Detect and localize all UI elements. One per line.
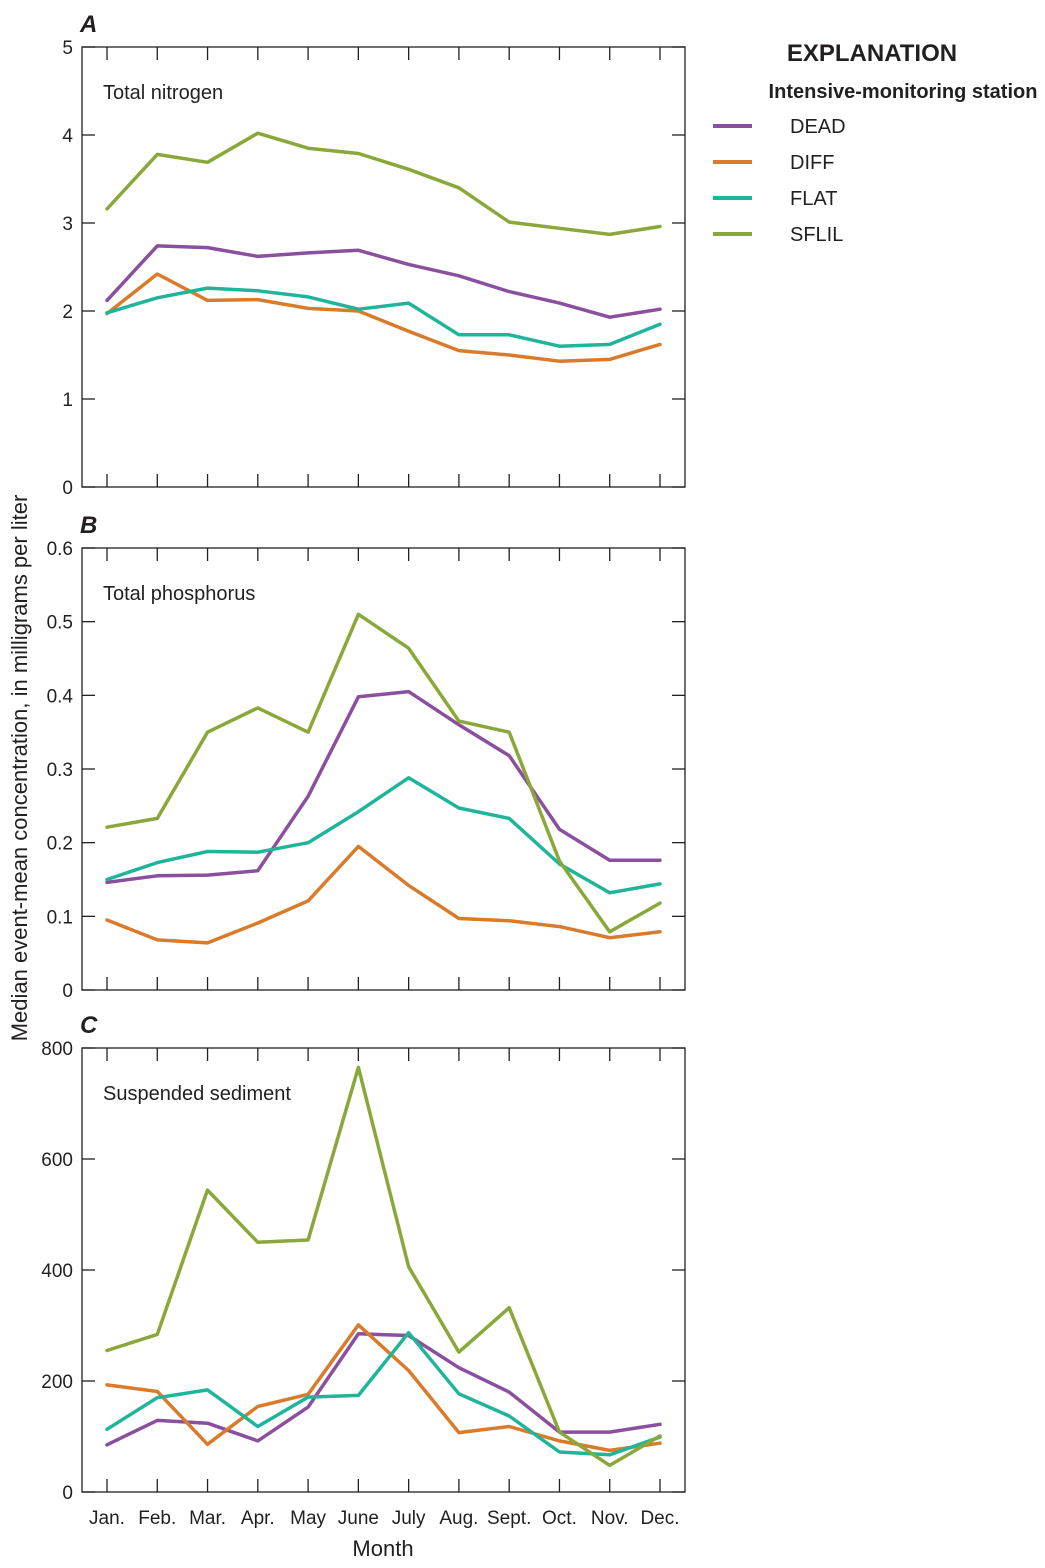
plot-frame [81,1047,686,1493]
x-tick-label: May [290,1508,326,1529]
y-tick-label: 400 [41,1261,73,1282]
series-line-flat [105,286,662,348]
series-line-dead [105,689,662,885]
series-line-dead [105,1332,662,1447]
x-tick-label: Sept. [487,1508,531,1529]
y-tick-label: 600 [41,1150,73,1171]
legend-label: SFLIL [790,224,843,246]
y-tick-label: 0.4 [47,686,74,707]
legend-label: DIFF [790,152,834,174]
legend-item-sflil: SFLIL [713,224,843,246]
plot-frame [81,547,686,991]
series-line-sflil [105,612,662,934]
x-axis-label: Month [352,1536,413,1561]
panel-b: 0 0.1 0.2 0.3 0.4 0.5 0.6 B Total phosphorus [47,512,686,1002]
x-tick-label: Aug. [439,1508,478,1529]
y-tick-label: 4 [62,126,73,147]
x-tick-label: Jan. [89,1508,125,1529]
y-tick-label: 1 [62,390,73,411]
x-tick-label: Mar. [189,1508,226,1529]
y-tick-label: 5 [62,38,73,59]
x-tick-label: Apr. [241,1508,275,1529]
legend-item-diff: DIFF [713,152,834,174]
series-line-diff [105,844,662,945]
x-tick-label: Nov. [591,1508,629,1529]
panel-title: Total nitrogen [103,82,223,104]
legend-subtitle: Intensive-monitoring station [769,81,1038,103]
panel-a: 0 1 2 3 4 5A Total nitrogen [62,11,686,499]
panel-c: 0 200 400 600 800 Jan. Feb. Mar. Apr. May June July… [41,1012,686,1529]
plot-frame [81,46,686,488]
x-tick-label: June [338,1508,379,1529]
y-tick-label: 0 [62,981,73,1002]
x-tick-label: July [392,1508,426,1529]
legend: EXPLANATION Intensive-monitoring station… [713,40,1037,246]
y-tick-label: 2 [62,302,73,323]
panel-letter: A [79,11,97,38]
x-tick-label: Feb. [138,1508,176,1529]
legend-item-flat: FLAT [713,188,837,210]
y-tick-label: 0.2 [47,834,73,855]
panel-title: Suspended sediment [103,1083,291,1105]
series-line-flat [105,776,662,895]
y-tick-label: 0.3 [47,760,73,781]
series-line-flat [105,1330,662,1457]
panel-title: Total phosphorus [103,583,255,605]
series-line-sflil [105,131,662,237]
y-tick-label: 0.1 [47,907,73,928]
legend-title: EXPLANATION [787,40,957,67]
x-tick-label: Dec. [640,1508,679,1529]
series-line-diff [105,1323,662,1453]
y-tick-label: 800 [41,1039,73,1060]
legend-label: DEAD [790,116,846,138]
legend-item-dead: DEAD [713,116,846,138]
x-tick-label: Oct. [542,1508,577,1529]
y-tick-label: 3 [62,214,73,235]
y-tick-label: 0 [62,478,73,499]
y-tick-label: 200 [41,1372,73,1393]
y-tick-label: 0.6 [47,539,73,560]
legend-label: FLAT [790,188,837,210]
series-line-dead [105,244,662,319]
legend-items: DEAD DIFF FLAT SFLIL [713,116,846,246]
y-tick-label: 0 [62,1483,73,1504]
series-line-diff [105,272,662,363]
y-axis-label: Median event-mean concentration, in mill… [7,495,32,1042]
chart-panels: 0 1 2 3 4 5A Total nitrogen 0 0.1 0.2 0.3 0.4 0.5 0.6… [41,11,686,1529]
panel-letter: C [80,1012,98,1039]
panel-letter: B [80,512,97,539]
y-tick-label: 0.5 [47,613,73,634]
series-line-sflil [105,1065,662,1468]
